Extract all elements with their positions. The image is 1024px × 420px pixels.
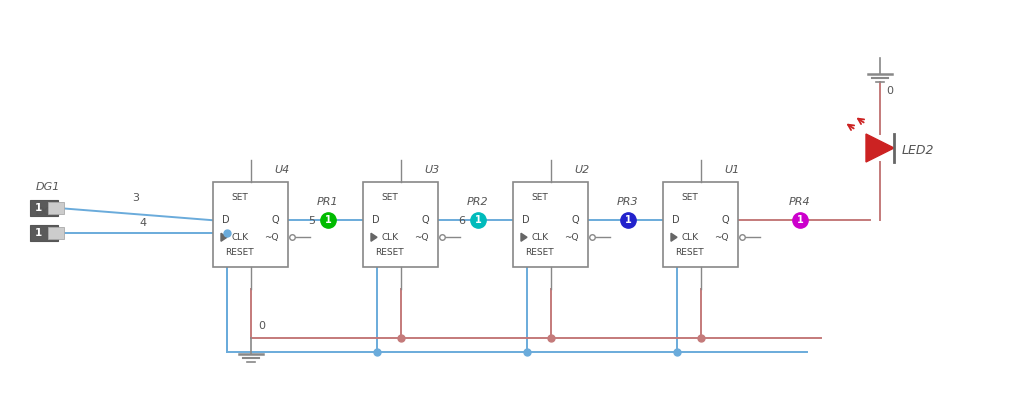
Text: ~Q: ~Q xyxy=(564,233,579,242)
Text: CLK: CLK xyxy=(531,233,548,242)
Text: CLK: CLK xyxy=(231,233,248,242)
Text: 1: 1 xyxy=(35,228,42,238)
Text: RESET: RESET xyxy=(675,248,703,257)
Text: Q: Q xyxy=(721,215,729,225)
Text: 0: 0 xyxy=(886,86,893,96)
Text: 1: 1 xyxy=(625,215,632,225)
Text: D: D xyxy=(522,215,529,225)
Text: SET: SET xyxy=(381,193,397,202)
Text: DG1: DG1 xyxy=(36,182,60,192)
Text: Q: Q xyxy=(571,215,579,225)
Text: Q: Q xyxy=(271,215,279,225)
Text: CLK: CLK xyxy=(681,233,698,242)
Polygon shape xyxy=(221,233,227,241)
Bar xyxy=(48,227,65,239)
Bar xyxy=(30,200,58,216)
Text: SET: SET xyxy=(230,193,248,202)
Text: DG2: DG2 xyxy=(36,207,60,217)
Text: RESET: RESET xyxy=(225,248,254,257)
Polygon shape xyxy=(866,134,894,162)
Text: PR3: PR3 xyxy=(617,197,639,207)
Text: 6: 6 xyxy=(458,216,465,226)
Text: 0: 0 xyxy=(258,321,265,331)
Text: ~Q: ~Q xyxy=(264,233,279,242)
Text: SET: SET xyxy=(681,193,697,202)
Text: Q: Q xyxy=(421,215,429,225)
Text: 1: 1 xyxy=(35,203,42,213)
Text: U2: U2 xyxy=(574,165,590,175)
Text: 1: 1 xyxy=(475,215,481,225)
Text: U1: U1 xyxy=(725,165,740,175)
Text: RESET: RESET xyxy=(375,248,403,257)
Bar xyxy=(513,182,588,267)
Text: PR1: PR1 xyxy=(317,197,339,207)
Text: U4: U4 xyxy=(274,165,290,175)
Polygon shape xyxy=(671,233,677,241)
Text: D: D xyxy=(672,215,680,225)
Bar xyxy=(213,182,288,267)
Text: SET: SET xyxy=(530,193,548,202)
Text: 3: 3 xyxy=(132,193,139,203)
Text: PR2: PR2 xyxy=(467,197,488,207)
Bar xyxy=(663,182,738,267)
Text: ~Q: ~Q xyxy=(715,233,729,242)
Polygon shape xyxy=(371,233,377,241)
Text: D: D xyxy=(372,215,380,225)
Bar xyxy=(48,202,65,214)
Text: CLK: CLK xyxy=(381,233,398,242)
Text: 1: 1 xyxy=(325,215,332,225)
Bar xyxy=(362,182,438,267)
Polygon shape xyxy=(521,233,527,241)
Text: ~Q: ~Q xyxy=(415,233,429,242)
Bar xyxy=(30,225,58,241)
Text: PR4: PR4 xyxy=(790,197,811,207)
Text: 4: 4 xyxy=(139,218,146,228)
Text: 5: 5 xyxy=(308,216,315,226)
Text: 1: 1 xyxy=(797,215,804,225)
Text: LED2: LED2 xyxy=(902,144,935,157)
Text: D: D xyxy=(222,215,229,225)
Text: RESET: RESET xyxy=(525,248,554,257)
Text: U3: U3 xyxy=(425,165,440,175)
